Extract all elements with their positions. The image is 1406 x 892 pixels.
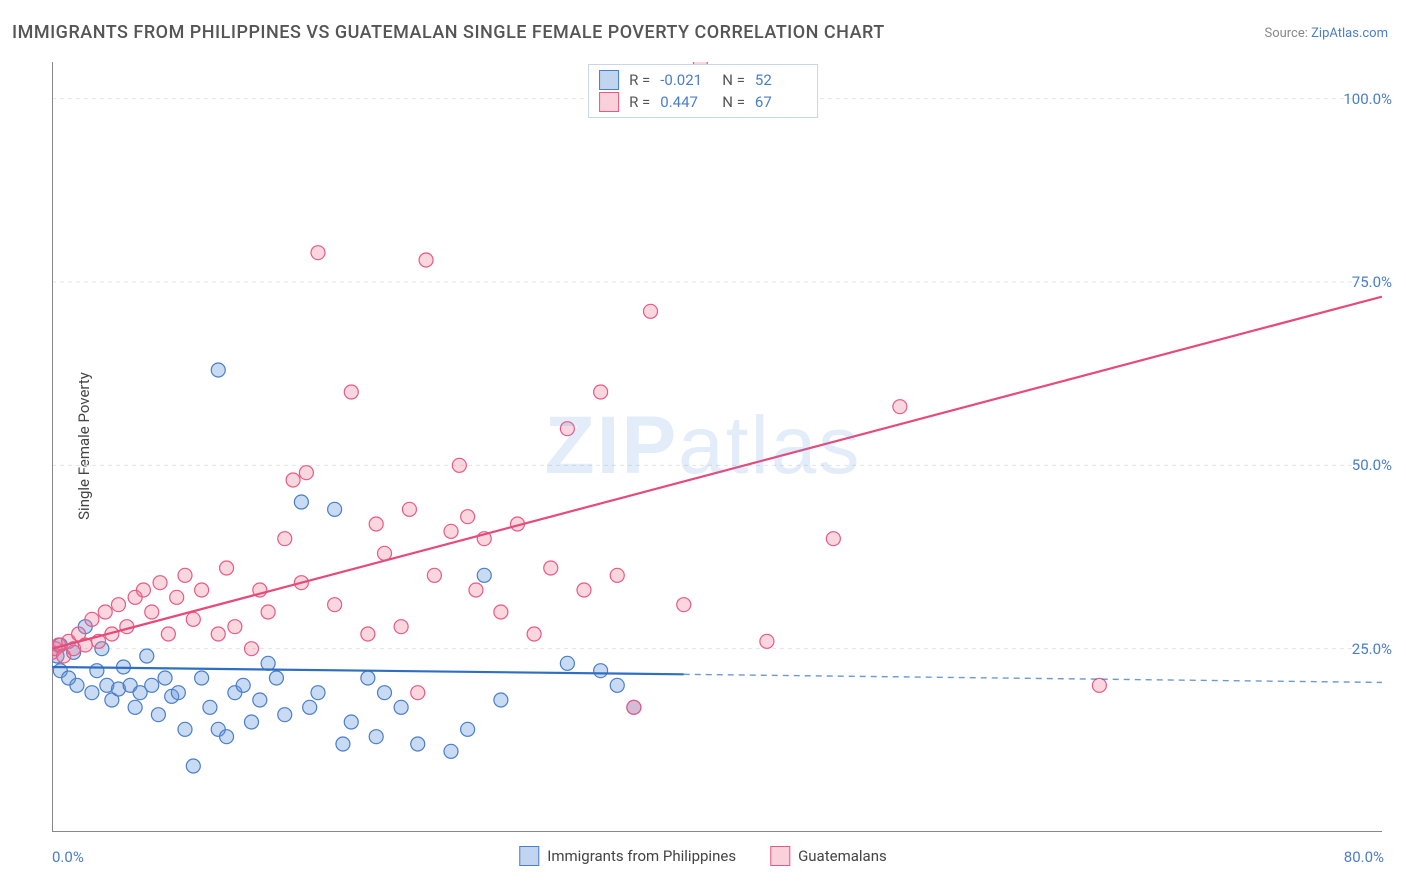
y-tick-label: 25.0% (1352, 640, 1392, 658)
y-tick-label: 50.0% (1352, 456, 1392, 474)
legend-label-pink: Guatemalans (798, 847, 887, 865)
swatch-pink-icon (599, 92, 619, 112)
n-value-blue: 52 (755, 69, 807, 91)
source-prefix: Source: (1264, 26, 1311, 41)
source-attribution: Source: ZipAtlas.com (1264, 26, 1388, 41)
r-label-2: R = (629, 91, 650, 113)
y-tick-label: 100.0% (1343, 90, 1392, 108)
stats-legend: R = -0.021 N = 52 R = 0.447 N = 67 (588, 64, 818, 118)
legend-label-blue: Immigrants from Philippines (547, 847, 736, 865)
legend-entry-pink: Guatemalans (770, 846, 887, 866)
r-value-blue: -0.021 (660, 69, 712, 91)
swatch-blue-icon (599, 70, 619, 90)
n-label-2: N = (722, 91, 745, 113)
y-tick-label: 75.0% (1352, 273, 1392, 291)
legend-entry-blue: Immigrants from Philippines (519, 846, 736, 866)
n-label: N = (722, 69, 745, 91)
chart-title: IMMIGRANTS FROM PHILIPPINES VS GUATEMALA… (12, 22, 885, 43)
legend-swatch-pink-icon (770, 846, 790, 866)
legend-swatch-blue-icon (519, 846, 539, 866)
stats-row-blue: R = -0.021 N = 52 (599, 69, 807, 91)
stats-row-pink: R = 0.447 N = 67 (599, 91, 807, 113)
r-label: R = (629, 69, 650, 91)
x-tick-min: 0.0% (52, 848, 84, 866)
source-link[interactable]: ZipAtlas.com (1311, 26, 1388, 41)
x-tick-max: 80.0% (1344, 848, 1384, 866)
chart-plot-area (52, 62, 1382, 832)
n-value-pink: 67 (755, 91, 807, 113)
r-value-pink: 0.447 (660, 91, 712, 113)
bottom-legend: Immigrants from Philippines Guatemalans (519, 846, 886, 866)
